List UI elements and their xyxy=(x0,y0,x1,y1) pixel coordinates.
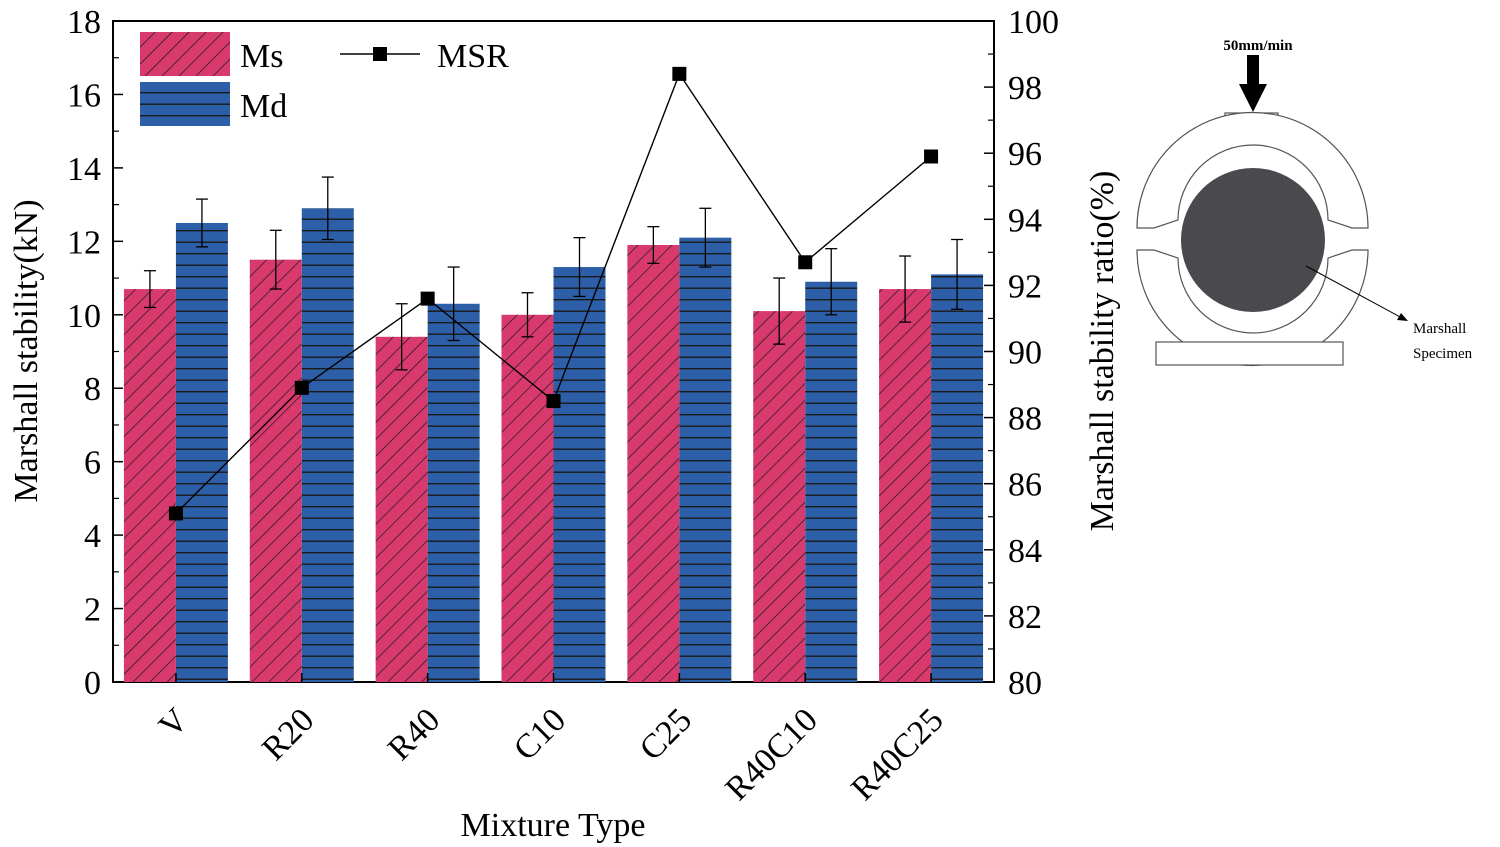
msr-point-r20 xyxy=(294,380,309,395)
y-tick-label-left-12: 12 xyxy=(67,224,101,261)
y-tick-label-right-100: 100 xyxy=(1008,4,1059,41)
legend-label-ms: Ms xyxy=(240,38,283,75)
bar-md-r40c10 xyxy=(805,281,858,682)
x-tick-label-r20: R20 xyxy=(255,701,321,767)
msr-point-v xyxy=(168,506,183,521)
x-axis-label: Mixture Type xyxy=(461,807,646,844)
y-tick-label-right-88: 88 xyxy=(1008,401,1042,438)
right-axis: 80 82 84 86 88 90 92 94 96 98 100 xyxy=(984,4,1059,702)
x-tick-label-r40: R40 xyxy=(381,701,447,767)
y-tick-label-left-8: 8 xyxy=(84,371,101,408)
specimen-label-line1: Marshall xyxy=(1413,321,1466,337)
marshall-specimen xyxy=(1181,168,1325,312)
y-tick-label-right-80: 80 xyxy=(1008,665,1042,702)
y-tick-label-right-94: 94 xyxy=(1008,202,1042,239)
specimen-label-line2: Specimen xyxy=(1413,346,1473,362)
y-tick-label-right-86: 86 xyxy=(1008,467,1042,504)
legend-marker-msr xyxy=(373,47,387,61)
x-tick-label-c10: C10 xyxy=(507,701,573,767)
bar-ms-r40c10 xyxy=(753,311,806,682)
y-axis-label-right: Marshall stability ratio(%) xyxy=(1084,171,1121,532)
legend-swatch-ms xyxy=(140,32,230,76)
msr-point-c10 xyxy=(546,394,561,409)
bar-md-c25 xyxy=(679,237,732,682)
bar-md-c10 xyxy=(553,267,606,682)
y-tick-label-left-16: 16 xyxy=(67,77,101,114)
y-axis-label-left: Marshall stability(kN) xyxy=(8,199,45,502)
bar-ms-c10 xyxy=(501,314,554,682)
y-tick-label-right-96: 96 xyxy=(1008,136,1042,173)
y-tick-label-right-84: 84 xyxy=(1008,533,1042,570)
specimen-pointer-arrowhead xyxy=(1397,313,1408,321)
x-tick-label-r40c25: R40C25 xyxy=(844,701,950,807)
upper-breaking-head xyxy=(1136,111,1369,229)
bar-md-r20 xyxy=(301,208,354,683)
msr-point-r40c10 xyxy=(798,255,813,270)
legend-label-msr: MSR xyxy=(437,38,509,75)
left-axis: 0 2 4 6 8 10 12 14 16 18 xyxy=(67,4,123,702)
bar-ms-r20 xyxy=(249,259,302,682)
msr-point-r40 xyxy=(420,291,435,306)
y-tick-label-right-98: 98 xyxy=(1008,70,1042,107)
base-plate xyxy=(1155,341,1344,366)
y-tick-label-left-0: 0 xyxy=(84,665,101,702)
msr-line-layer xyxy=(168,66,939,521)
legend: Ms Md MSR xyxy=(140,32,509,126)
bar-md-r40c25 xyxy=(931,274,984,682)
bar-md-r40 xyxy=(427,303,480,682)
marshall-test-diagram: 50mm/min Marshall Specimen xyxy=(1136,38,1473,367)
x-tick-label-v: V xyxy=(152,701,196,745)
load-arrow-icon xyxy=(1239,55,1267,112)
y-tick-label-left-6: 6 xyxy=(84,445,101,482)
y-tick-label-left-18: 18 xyxy=(67,4,101,41)
x-tick-label-r40c10: R40C10 xyxy=(719,701,825,807)
bar-md-v xyxy=(175,222,228,682)
specimen-pointer xyxy=(1305,265,1403,319)
y-tick-label-left-4: 4 xyxy=(84,518,101,555)
legend-swatch-md xyxy=(140,82,230,126)
msr-point-r40c25 xyxy=(924,149,939,164)
y-tick-label-left-10: 10 xyxy=(67,298,101,335)
y-tick-label-left-2: 2 xyxy=(84,592,101,629)
x-axis: V R20 R40 C10 C25 R40C10 R40C25 xyxy=(152,673,951,808)
y-tick-label-right-92: 92 xyxy=(1008,268,1042,305)
msr-point-c25 xyxy=(672,66,687,81)
bar-ms-r40c25 xyxy=(879,289,932,682)
bar-ms-v xyxy=(123,289,176,682)
x-tick-label-c25: C25 xyxy=(633,701,699,767)
bar-ms-c25 xyxy=(627,245,680,682)
y-tick-label-right-82: 82 xyxy=(1008,599,1042,636)
legend-label-md: Md xyxy=(240,88,287,125)
y-tick-label-right-90: 90 xyxy=(1008,335,1042,372)
bars-layer xyxy=(123,208,984,683)
bar-ms-r40 xyxy=(375,336,428,682)
y-tick-label-left-14: 14 xyxy=(67,151,101,188)
load-rate-label: 50mm/min xyxy=(1223,38,1293,54)
error-bars-layer xyxy=(143,176,964,371)
